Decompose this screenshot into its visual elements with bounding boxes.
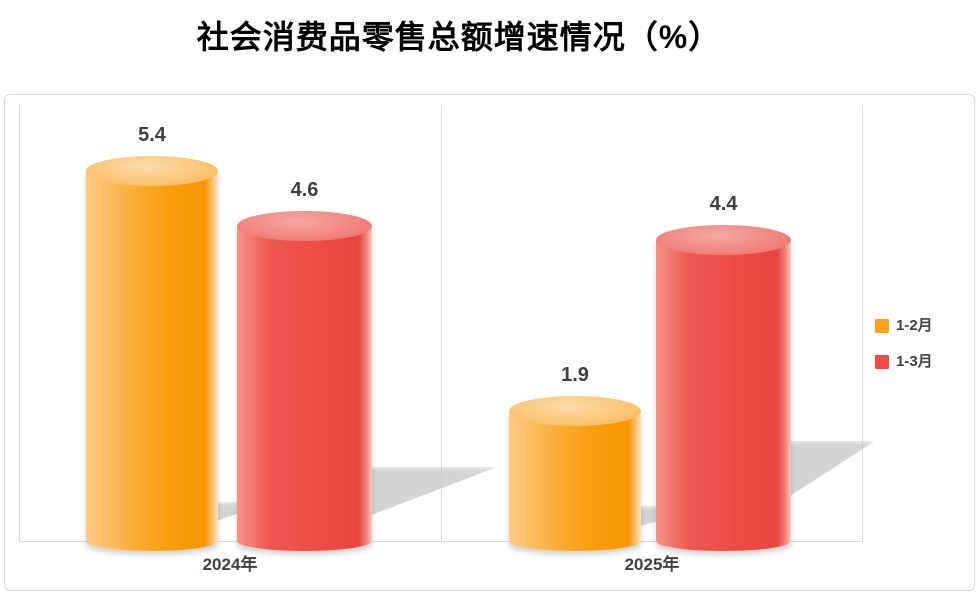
cylinder-top xyxy=(656,224,791,255)
legend-color-swatch xyxy=(875,354,889,369)
plot-border-right xyxy=(862,105,863,542)
x-axis-category-2024: 2024年 xyxy=(202,555,258,574)
legend-item-1-2: 1-2月 xyxy=(875,318,933,333)
cylinder-body xyxy=(237,225,372,551)
legend-label: 1-3月 xyxy=(896,353,933,370)
legend-color-swatch xyxy=(875,318,889,333)
plot-area: 5.4 4.6 1.9 4.4 xyxy=(19,105,875,551)
cylinder-body xyxy=(656,239,791,551)
cylinder-body xyxy=(86,171,218,551)
bar-value-label: 4.6 xyxy=(290,178,319,201)
cylinder-top xyxy=(86,156,218,187)
x-axis-category-2025: 2025年 xyxy=(624,555,680,574)
cylinder-top xyxy=(509,396,641,427)
legend-label: 1-2月 xyxy=(896,317,933,334)
x-axis-line xyxy=(19,541,863,542)
chart-legend: 1-2月 1-3月 xyxy=(875,318,933,369)
legend-item-1-3: 1-3月 xyxy=(875,354,933,369)
bar-2024-series-1-3: 4.6 xyxy=(237,179,372,551)
cylinder-top xyxy=(237,210,372,241)
bar-2025-series-1-3: 4.4 xyxy=(656,193,791,551)
chart-frame: 5.4 4.6 1.9 4.4 2024年 2025年 xyxy=(4,94,975,591)
bar-2025-series-1-2: 1.9 xyxy=(509,364,641,551)
bar-value-label: 5.4 xyxy=(138,124,166,147)
chart-title: 社会消费品零售总额增速情况（%） xyxy=(196,19,722,55)
bar-value-label: 1.9 xyxy=(561,364,589,387)
cylinder-body xyxy=(509,411,641,551)
bar-value-label: 4.4 xyxy=(709,192,738,215)
plot-border-left xyxy=(19,105,20,542)
bar-2024-series-1-2: 5.4 xyxy=(86,124,218,551)
category-divider-gridline xyxy=(441,105,442,542)
